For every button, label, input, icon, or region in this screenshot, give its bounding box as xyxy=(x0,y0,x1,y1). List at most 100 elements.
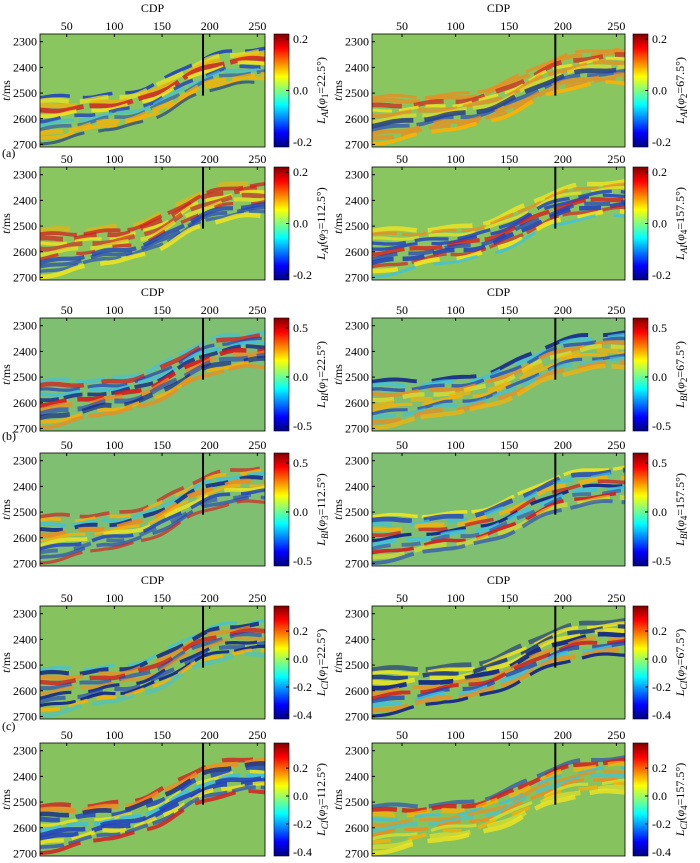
colorbar-label-part: φ xyxy=(314,382,328,389)
colorbar-tick-label: 0.2 xyxy=(293,761,308,775)
y-tick-label: 2300 xyxy=(345,168,369,182)
colorbar-tick-label: -0.5 xyxy=(652,554,671,568)
colorbar xyxy=(273,317,290,432)
colorbar-tick-label: 0.0 xyxy=(293,217,308,231)
x-tick-label: 150 xyxy=(153,591,171,605)
y-tick-label: 2500 xyxy=(13,505,37,519)
colorbar-label-part: ( xyxy=(314,816,328,820)
seismic-event xyxy=(40,491,265,555)
y-tick-label: 2400 xyxy=(13,632,37,646)
colorbar-label-part: 3 xyxy=(320,515,330,520)
y-axis-title-var: t xyxy=(0,97,13,101)
colorbar-label-part: L xyxy=(314,539,328,547)
seismic-event xyxy=(372,488,625,551)
x-axis-title: CDP xyxy=(141,1,165,15)
colorbar-label: LAI(φ3=112.5°) xyxy=(314,187,330,260)
colorbar-label-part: =157.5°) xyxy=(673,763,687,806)
seismic-event xyxy=(372,56,625,113)
seismic-event xyxy=(372,776,625,837)
colorbar-label-part: 4 xyxy=(679,515,689,520)
x-tick-label: 100 xyxy=(447,19,465,33)
colorbar-label-part: ( xyxy=(673,817,687,821)
seismic-event xyxy=(40,757,265,814)
x-tick-label: 50 xyxy=(61,438,73,452)
colorbar-label-part: L xyxy=(673,539,687,547)
seismic-event xyxy=(372,182,625,237)
plot-frame xyxy=(39,33,266,148)
colorbar-label: LBI(φ1=22.5°) xyxy=(314,341,330,409)
x-tick-label: 200 xyxy=(554,438,572,452)
seismic-event xyxy=(40,340,265,397)
colorbar-tick-label: -0.2 xyxy=(293,680,312,694)
colorbar-label-part: L xyxy=(673,253,687,261)
x-tick-label: 200 xyxy=(201,152,219,166)
seismic-event xyxy=(40,60,265,119)
y-axis-title: t/ms xyxy=(331,80,345,101)
y-tick-label: 2500 xyxy=(13,795,37,809)
y-tick-label: 2700 xyxy=(345,556,369,570)
seismic-event xyxy=(40,769,265,827)
seismic-event xyxy=(372,467,625,524)
seismic-event xyxy=(372,627,625,686)
y-tick-label: 2400 xyxy=(13,60,37,74)
colorbar-tick-label: 0.0 xyxy=(293,505,308,519)
colorbar-tick-label: 0.0 xyxy=(293,652,308,666)
y-tick-label: 2700 xyxy=(13,556,37,570)
y-tick-label: 2500 xyxy=(345,505,369,519)
colorbar-tick-label: -0.5 xyxy=(652,419,671,433)
colorbar-label-part: ( xyxy=(673,105,687,109)
y-tick-label: 2500 xyxy=(13,658,37,672)
seismic-event xyxy=(372,66,625,129)
colorbar-label-part: ( xyxy=(314,105,328,109)
colorbar-tick-label: -0.2 xyxy=(293,135,312,149)
colorbar-label-part: ( xyxy=(314,241,328,245)
y-axis-title-unit: /ms xyxy=(331,364,345,382)
seismic-event xyxy=(372,769,625,828)
colorbar-label-part: φ xyxy=(673,520,687,527)
seismic-event xyxy=(372,52,625,109)
seismic-image xyxy=(372,318,625,431)
seismic-event xyxy=(372,201,625,266)
seismic-image xyxy=(40,743,265,856)
y-axis-title: t/ms xyxy=(331,213,345,234)
colorbar-label-part: 1 xyxy=(320,378,330,383)
plot-frame xyxy=(371,33,626,148)
y-tick-label: 2400 xyxy=(13,769,37,783)
seismic-event xyxy=(40,209,265,274)
colorbar-tick-label: 0.5 xyxy=(652,321,667,335)
seismic-image xyxy=(372,167,625,280)
colorbar-label-part: 4 xyxy=(679,229,689,234)
x-tick-label: 250 xyxy=(248,152,266,166)
colorbar-tick-label: 0.0 xyxy=(652,84,667,98)
seismic-event xyxy=(40,178,265,234)
x-tick-label: 250 xyxy=(607,591,625,605)
plot-frame xyxy=(39,317,266,432)
y-tick-label: 2300 xyxy=(345,744,369,758)
colorbar-label-part: φ xyxy=(673,98,687,105)
seismic-event xyxy=(372,491,625,555)
y-tick-label: 2500 xyxy=(345,86,369,100)
colorbar-tick-label: -0.5 xyxy=(293,554,312,568)
colorbar-label-part: =22.5°) xyxy=(314,341,328,378)
seismic-event xyxy=(40,471,265,528)
x-tick-label: 100 xyxy=(447,728,465,742)
seismic-event xyxy=(40,330,265,384)
y-axis-title: t/ms xyxy=(0,789,13,810)
seismic-event xyxy=(40,76,265,140)
colorbar-label-part: BI xyxy=(320,530,330,539)
colorbar-label-part: ( xyxy=(673,527,687,531)
y-tick-label: 2600 xyxy=(13,821,37,835)
colorbar-label-part: L xyxy=(673,829,687,837)
colorbar-label: LBI(φ3=112.5°) xyxy=(314,473,330,546)
x-tick-label: 100 xyxy=(105,19,123,33)
seismic-event xyxy=(372,80,625,146)
y-axis-title-var: t xyxy=(0,806,13,810)
y-tick-label: 2600 xyxy=(345,684,369,698)
seismic-event xyxy=(372,765,625,822)
colorbar-label-part: AI xyxy=(320,108,330,118)
colorbar-tick-label: -0.2 xyxy=(652,268,671,282)
colorbar-label-part: =22.5°) xyxy=(314,57,328,94)
x-tick-label: 200 xyxy=(201,438,219,452)
y-axis-title-unit: /ms xyxy=(331,213,345,231)
seismic-event xyxy=(372,330,625,384)
